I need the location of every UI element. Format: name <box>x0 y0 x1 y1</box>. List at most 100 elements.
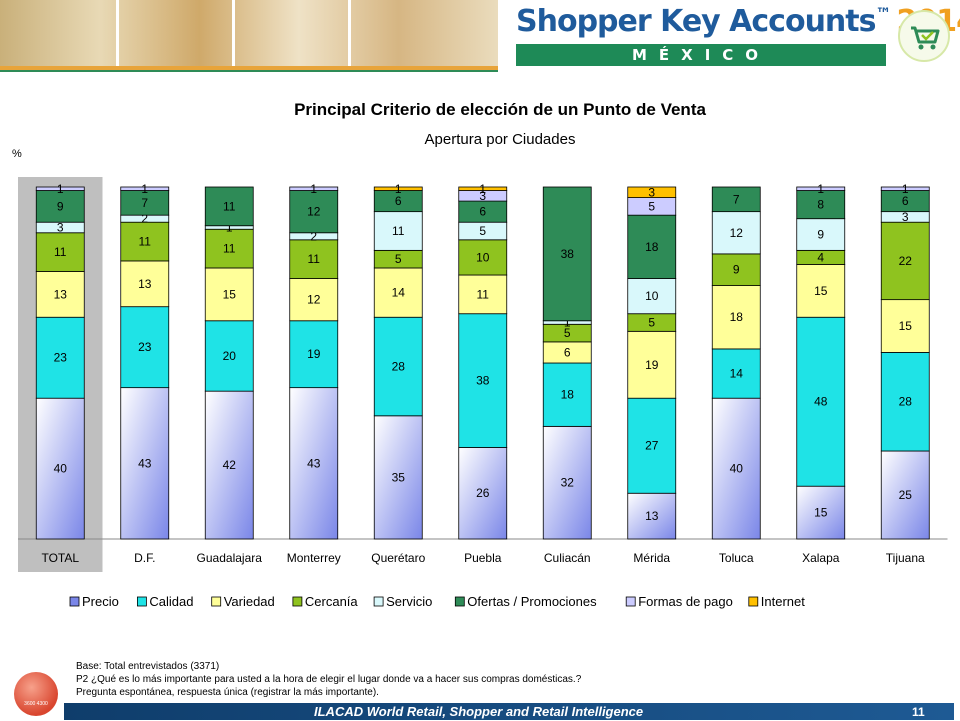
data-label: 13 <box>138 277 152 291</box>
data-label: 5 <box>395 252 402 266</box>
data-label: 22 <box>899 254 913 268</box>
x-tick-label: Xalapa <box>802 551 840 565</box>
bar-segment <box>711 186 761 213</box>
data-label: 19 <box>307 347 321 361</box>
legend-label: Servicio <box>386 594 432 609</box>
data-label: 18 <box>730 310 744 324</box>
bar-segment <box>711 211 761 255</box>
bar-segment <box>373 211 423 251</box>
header-photo <box>116 0 235 66</box>
page-number: 11 <box>912 705 925 719</box>
header-divider-green <box>0 70 498 72</box>
data-label: 43 <box>138 456 152 470</box>
bar-segment <box>796 316 846 487</box>
data-label: 23 <box>138 340 152 354</box>
legend-label: Calidad <box>149 594 193 609</box>
unit-label: % <box>12 148 22 160</box>
data-label: 1 <box>479 182 486 196</box>
legend-swatch <box>625 596 636 607</box>
data-label: 28 <box>899 395 913 409</box>
x-tick-label: Toluca <box>719 551 754 565</box>
data-label: 9 <box>733 263 740 277</box>
footnote-question: P2 ¿Qué es lo más importante para usted … <box>76 674 582 685</box>
legend-swatch <box>748 596 759 607</box>
data-label: 2 <box>310 229 317 243</box>
footer-bar: ILACAD World Retail, Shopper and Retail … <box>64 703 954 720</box>
bar-segment <box>880 450 930 540</box>
header-photo-strip <box>0 0 498 66</box>
footer-text: ILACAD World Retail, Shopper and Retail … <box>314 704 644 719</box>
bar-segment <box>289 278 339 322</box>
bar-segment <box>458 313 508 448</box>
country-banner: MÉXICO <box>516 44 886 66</box>
legend-label: Formas de pago <box>638 594 733 609</box>
data-label: 13 <box>645 509 659 523</box>
data-label: 23 <box>54 351 68 365</box>
data-label: 3 <box>902 210 909 224</box>
bar-segment <box>711 348 761 399</box>
data-label: 1 <box>395 182 402 196</box>
data-label: 6 <box>395 194 402 208</box>
data-label: 11 <box>477 287 490 301</box>
x-tick-label: TOTAL <box>41 551 79 565</box>
legend-label: Cercanía <box>305 594 359 609</box>
bar-segment <box>458 447 508 540</box>
header-photo <box>0 0 119 66</box>
x-tick-label: Puebla <box>464 551 502 565</box>
bar-segment <box>373 316 423 417</box>
data-label: 15 <box>223 287 237 301</box>
data-label: 6 <box>564 345 571 359</box>
bar-segment <box>627 397 677 494</box>
bar-segment <box>458 186 508 191</box>
data-label: 35 <box>392 470 406 484</box>
data-label: 11 <box>223 199 236 213</box>
data-label: 25 <box>899 488 913 502</box>
data-label: 2 <box>141 212 148 226</box>
bar-segment <box>204 186 254 227</box>
data-label: 1 <box>817 182 824 196</box>
stacked-bar-chart: 40231311391TOTAL43231311271D.F.422015111… <box>18 177 948 609</box>
data-label: 32 <box>561 476 575 490</box>
data-label: 6 <box>479 205 486 219</box>
data-label: 18 <box>645 240 659 254</box>
bar-segment <box>35 186 85 191</box>
data-label: 1 <box>226 220 233 234</box>
data-label: 11 <box>308 252 321 266</box>
bar-segment <box>542 186 592 322</box>
bar-segment <box>204 390 254 540</box>
data-label: 6 <box>902 194 909 208</box>
bar-segment <box>289 239 339 279</box>
data-label: 5 <box>648 316 655 330</box>
data-label: 1 <box>310 182 317 196</box>
data-label: 43 <box>307 456 321 470</box>
bar-segment <box>289 186 339 191</box>
bar-segment <box>796 218 846 251</box>
data-label: 1 <box>141 182 148 196</box>
bar-segment <box>880 221 930 301</box>
brand-trademark: ™ <box>875 4 891 23</box>
data-label: 15 <box>814 506 828 520</box>
brand-logo-text: Shopper Key Accounts™2014 <box>516 4 960 44</box>
bar-segment <box>120 190 170 216</box>
data-label: 11 <box>54 245 67 259</box>
bar-segment <box>120 221 170 262</box>
data-label: 7 <box>733 192 740 206</box>
data-label: 5 <box>648 199 655 213</box>
data-label: 3 <box>648 185 655 199</box>
data-label: 12 <box>307 205 321 219</box>
badge-text: 3600 4300 <box>24 701 48 707</box>
bar-segment <box>627 278 677 315</box>
data-label: 13 <box>54 287 68 301</box>
bar-segment <box>880 299 930 353</box>
legend-swatch <box>454 596 465 607</box>
data-label: 18 <box>561 388 575 402</box>
data-label: 48 <box>814 395 828 409</box>
data-label: 42 <box>223 458 237 472</box>
x-tick-label: Monterrey <box>287 551 341 565</box>
data-label: 28 <box>392 360 406 374</box>
bar-segment <box>796 485 846 540</box>
data-label: 10 <box>645 289 659 303</box>
bar-segment <box>289 387 339 540</box>
legend-label: Variedad <box>224 594 275 609</box>
header-divider-orange <box>0 66 498 70</box>
